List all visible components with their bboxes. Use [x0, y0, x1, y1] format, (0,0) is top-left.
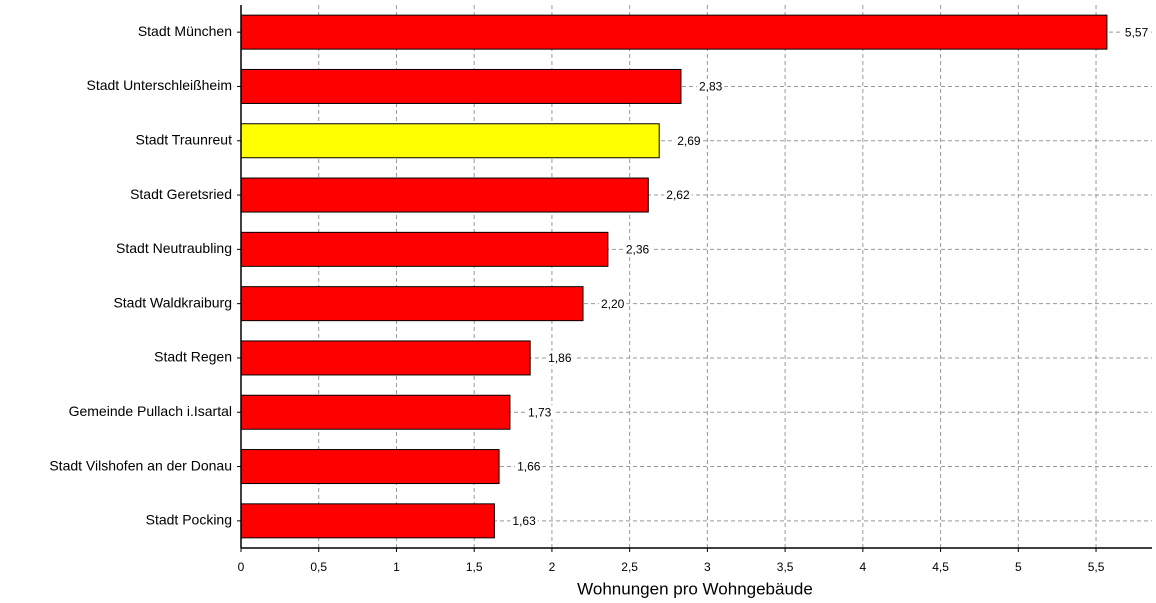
x-tick-label: 4 [859, 560, 866, 574]
bar [240, 177, 649, 213]
y-tick-label: Stadt Waldkraiburg [113, 294, 232, 310]
value-label-bg [696, 79, 725, 94]
value-label: 2,69 [677, 134, 701, 148]
value-label-bg [515, 459, 543, 474]
bar [240, 68, 682, 104]
x-tick-label: 5,5 [1088, 560, 1105, 574]
y-tick-label: Stadt Regen [154, 349, 232, 365]
x-tick-label: 0,5 [310, 560, 327, 574]
value-label-bg [599, 296, 627, 311]
bar [240, 123, 660, 159]
value-label: 1,73 [528, 405, 552, 419]
bar [240, 503, 495, 539]
value-label-bg [546, 350, 574, 365]
value-label-bg [623, 242, 652, 257]
value-label: 2,36 [626, 243, 650, 257]
y-tick-label: Stadt Neutraubling [116, 240, 232, 256]
y-tick-label: Gemeinde Pullach i.Isartal [69, 403, 232, 419]
value-label-bg [525, 405, 554, 420]
value-label: 5,57 [1125, 25, 1149, 39]
y-tick-label: Stadt Geretsried [130, 186, 232, 202]
value-label: 2,20 [601, 297, 625, 311]
bar [240, 340, 531, 376]
value-label: 1,66 [517, 460, 541, 474]
value-label: 1,86 [548, 351, 572, 365]
x-axis-title: Wohnungen pro Wohngebäude [577, 579, 813, 598]
value-label: 2,83 [699, 80, 723, 94]
x-tick-label: 3,5 [777, 560, 794, 574]
bar [240, 231, 609, 267]
bar [240, 394, 511, 430]
y-tick-label: Stadt Vilshofen an der Donau [49, 457, 232, 473]
value-label-bg [675, 133, 703, 148]
y-tick-label: Stadt Traunreut [135, 131, 232, 147]
x-tick-label: 5 [1015, 560, 1022, 574]
x-tick-label: 0 [238, 560, 245, 574]
value-label-bg [1122, 25, 1151, 40]
x-tick-label: 3 [704, 560, 711, 574]
value-label: 2,62 [666, 188, 690, 202]
bar [240, 14, 1108, 50]
y-tick-label: Stadt Unterschleißheim [86, 77, 232, 93]
x-tick-label: 4,5 [932, 560, 949, 574]
value-label-bg [510, 513, 538, 528]
x-tick-label: 2 [549, 560, 556, 574]
bar [240, 286, 584, 322]
value-label-bg [664, 188, 692, 203]
x-tick-label: 2,5 [621, 560, 638, 574]
x-tick-label: 1,5 [466, 560, 483, 574]
value-label: 1,63 [512, 514, 536, 528]
bar [240, 449, 500, 485]
y-tick-label: Stadt Pocking [146, 512, 232, 528]
y-tick-label: Stadt München [138, 23, 232, 39]
x-tick-label: 1 [393, 560, 400, 574]
